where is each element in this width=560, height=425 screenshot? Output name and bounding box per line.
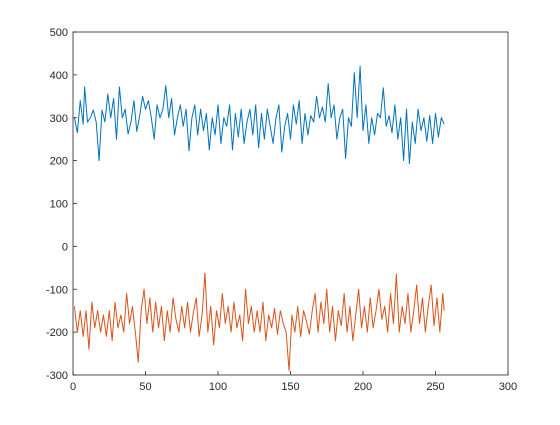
y-tick-label: -100 bbox=[46, 284, 68, 296]
x-tick-label: 200 bbox=[354, 381, 372, 393]
x-tick-label: 250 bbox=[426, 381, 444, 393]
series-line-1 bbox=[73, 65, 445, 165]
y-tick-label: 0 bbox=[62, 241, 68, 253]
tick-layer: 0 50 100 150 200 250 300 -300 -200 -100 0 100 200 300… bbox=[46, 27, 517, 393]
x-tick-label: 150 bbox=[281, 381, 299, 393]
y-tick-label: 100 bbox=[50, 199, 68, 211]
x-tick-label: 300 bbox=[499, 381, 517, 393]
x-tick-label: 0 bbox=[70, 381, 76, 393]
plot-area bbox=[72, 31, 509, 376]
x-tick-label: 100 bbox=[209, 381, 227, 393]
y-tick-label: -300 bbox=[46, 370, 68, 382]
y-tick-label: -200 bbox=[46, 327, 68, 339]
x-tick-label: 50 bbox=[139, 381, 151, 393]
y-tick-label: 300 bbox=[50, 113, 68, 125]
series-layer bbox=[73, 65, 445, 372]
y-tick-label: 400 bbox=[50, 70, 68, 82]
series-line-2 bbox=[73, 272, 445, 372]
y-tick-label: 200 bbox=[50, 156, 68, 168]
y-tick-label: 500 bbox=[50, 27, 68, 39]
